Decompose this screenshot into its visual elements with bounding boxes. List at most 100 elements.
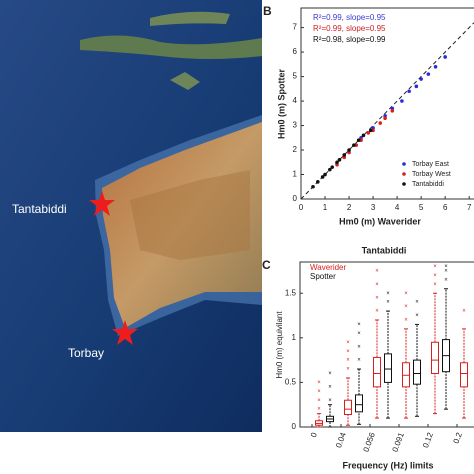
- x-tick-label: 0.056: [362, 431, 377, 453]
- scatter-point: [356, 138, 361, 143]
- x-tick-label: 0: [299, 203, 304, 212]
- y-tick-label: 5: [293, 72, 298, 81]
- x-tick-label: 5: [419, 203, 424, 212]
- legend-label: Tantabiddi: [412, 181, 444, 188]
- outlier: ×: [433, 282, 437, 288]
- legend-marker: [402, 162, 406, 166]
- scatter-point: [330, 165, 335, 169]
- outlier: ×: [346, 367, 350, 373]
- site-star: [112, 320, 138, 345]
- scatter-point: [320, 175, 325, 179]
- scatter-point: [419, 77, 423, 81]
- outlier: ×: [317, 398, 321, 404]
- desert: [130, 170, 250, 260]
- chart-title: Tantabiddi: [362, 245, 407, 255]
- x-axis-label: Hm0 (m) Waverider: [339, 216, 421, 226]
- scatter-point: [361, 133, 366, 138]
- y-tick-label: 0.5: [285, 378, 297, 387]
- box: [413, 359, 421, 385]
- x-tick-label: 6: [443, 203, 448, 212]
- x-tick-label: 7: [467, 203, 472, 212]
- outlier: ×: [415, 300, 419, 306]
- x-tick-label: 0: [309, 431, 319, 439]
- map-label: Torbay: [68, 346, 104, 360]
- outlier: ×: [357, 322, 361, 328]
- scatter-point: [443, 55, 447, 59]
- outlier: ×: [404, 291, 408, 297]
- outlier: ×: [375, 309, 379, 315]
- box: [344, 399, 352, 416]
- legend-label: Waverider: [310, 263, 346, 272]
- y-tick-label: 7: [293, 23, 298, 32]
- y-tick-label: 2: [293, 145, 298, 154]
- scatter-point: [378, 121, 383, 125]
- scatter-point: [368, 128, 373, 133]
- map-label: Tantabiddi: [12, 202, 67, 216]
- scatter-point: [366, 131, 371, 135]
- outlier: ×: [386, 300, 390, 306]
- islands: [170, 72, 200, 90]
- outlier: ×: [375, 268, 379, 274]
- box: [355, 394, 363, 413]
- box: [431, 341, 439, 374]
- outlier: ×: [375, 295, 379, 301]
- outlier: ×: [357, 358, 361, 364]
- annotation: R²=0.98, slope=0.99: [313, 35, 386, 44]
- box: [384, 353, 392, 383]
- islands: [80, 35, 262, 59]
- outlier: ×: [328, 384, 332, 390]
- panel-label: C: [262, 258, 271, 272]
- legend-label: Torbay East: [412, 161, 449, 168]
- annotation: R²=0.99, slope=0.95: [313, 13, 386, 22]
- outlier: ×: [317, 380, 321, 386]
- islands: [150, 11, 230, 26]
- outlier: ×: [317, 389, 321, 395]
- legend-box: [398, 170, 474, 180]
- outlier: ×: [328, 398, 332, 404]
- scatter-point: [433, 64, 438, 69]
- scatter-point: [342, 153, 347, 157]
- y-tick-label: 4: [293, 96, 298, 105]
- box: [460, 362, 468, 388]
- scatter-point: [352, 143, 356, 147]
- y-tick-label: 3: [293, 121, 298, 130]
- x-tick-label: 0.04: [334, 431, 348, 449]
- scatter-point: [328, 167, 332, 172]
- outlier: ×: [433, 264, 437, 270]
- scatter-point: [407, 89, 411, 94]
- x-tick-label: 2: [347, 203, 352, 212]
- outlier: ×: [433, 273, 437, 279]
- site-star: [89, 191, 115, 216]
- legend-label: Spotter: [310, 272, 336, 281]
- outlier: ×: [346, 358, 350, 364]
- y-tick-label: 1: [293, 170, 298, 179]
- scatter-point: [347, 148, 351, 152]
- scatter-point: [414, 84, 419, 89]
- y-tick-label: 6: [293, 47, 298, 56]
- outlier: ×: [328, 371, 332, 377]
- legend-marker: [402, 172, 406, 176]
- scatter-point: [383, 116, 387, 120]
- outlier: ×: [317, 407, 321, 413]
- box: [373, 356, 381, 388]
- panel-label: B: [263, 4, 272, 18]
- y-axis-label: Hm0 (m) Spotter: [276, 69, 286, 140]
- x-tick-label: 0.12: [421, 431, 435, 449]
- outlier: ×: [346, 349, 350, 355]
- y-tick-label: 0: [292, 422, 297, 431]
- x-tick-label: 3: [371, 203, 376, 212]
- outlier: ×: [404, 304, 408, 310]
- scatter-point: [400, 99, 404, 103]
- y-tick-label: 1: [292, 333, 297, 342]
- legend-label: Torbay West: [412, 171, 451, 178]
- scatter-point: [316, 180, 320, 184]
- scatter-point: [335, 160, 339, 165]
- outlier: ×: [357, 344, 361, 350]
- legend-box: [398, 180, 474, 190]
- y-tick-label: 0: [293, 194, 298, 203]
- outlier: ×: [357, 331, 361, 337]
- legend-marker: [402, 182, 406, 186]
- x-tick-label: 0.091: [391, 431, 406, 453]
- map: Tantabiddi Torbay: [0, 0, 262, 432]
